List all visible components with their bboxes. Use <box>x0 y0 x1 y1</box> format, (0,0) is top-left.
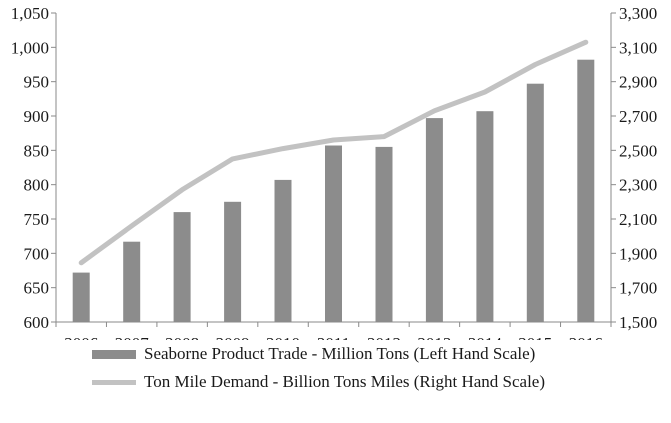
line-point-2014 <box>484 91 486 93</box>
left-tick-label: 650 <box>24 279 50 298</box>
line-point-2010 <box>282 148 284 150</box>
legend-item-ton-mile: Ton Mile Demand - Billion Tons Miles (Ri… <box>92 368 652 396</box>
line-point-2006 <box>80 262 82 264</box>
line-point-2012 <box>383 136 385 138</box>
right-tick-label: 2,300 <box>619 176 657 195</box>
bar-2010 <box>274 179 292 322</box>
x-tick-label: 2015 <box>518 334 552 340</box>
bar-2012 <box>375 146 393 322</box>
right-tick-label: 1,500 <box>619 313 657 332</box>
x-tick-label: 2007 <box>115 334 150 340</box>
bar-2008 <box>173 212 191 322</box>
right-tick-label: 2,500 <box>619 141 657 160</box>
line-point-2011 <box>333 139 334 141</box>
right-tick-label: 1,900 <box>619 244 657 263</box>
x-tick-label: 2008 <box>165 334 199 340</box>
right-tick-label: 3,100 <box>619 38 657 57</box>
x-tick-label: 2014 <box>468 334 503 340</box>
x-tick-label: 2016 <box>569 334 603 340</box>
bar-2007 <box>123 241 141 322</box>
x-tick-label: 2006 <box>64 334 98 340</box>
legend-item-product-trade: Seaborne Product Trade - Million Tons (L… <box>92 340 652 368</box>
left-tick-label: 700 <box>24 244 50 263</box>
bar-2016 <box>577 59 595 322</box>
axes-layer <box>51 12 616 327</box>
bar-2011 <box>325 145 342 322</box>
x-tick-label: 2013 <box>417 334 451 340</box>
combo-chart: 600 650 700 750 800 850 900 950 1,000 1,050 1,500 1… <box>11 4 658 340</box>
line-point-2015 <box>534 64 536 65</box>
legend-label-product-trade: Seaborne Product Trade - Million Tons (L… <box>144 344 536 363</box>
left-tick-label: 950 <box>24 73 50 92</box>
right-tick-label: 2,900 <box>619 73 657 92</box>
line-point-2013 <box>433 110 435 112</box>
right-tick-label: 2,100 <box>619 210 657 229</box>
line-point-2008 <box>181 189 183 191</box>
left-tick-label: 800 <box>24 176 50 195</box>
legend-label-ton-mile: Ton Mile Demand - Billion Tons Miles (Ri… <box>144 372 546 391</box>
right-tick-label: 2,700 <box>619 107 657 126</box>
legend-bar-swatch <box>92 349 136 359</box>
x-tick-label: 2012 <box>367 334 401 340</box>
left-tick-label: 1,050 <box>11 4 49 23</box>
bar-2015 <box>526 83 544 322</box>
bar-2013 <box>425 118 443 322</box>
chart-legend: Seaborne Product Trade - Million Tons (L… <box>92 340 652 396</box>
labels-layer: 600 650 700 750 800 850 900 950 1,000 1,050 1,500 1… <box>11 4 658 340</box>
x-tick-label: 2010 <box>266 334 300 340</box>
bars-layer <box>72 59 595 322</box>
right-tick-label: 1,700 <box>619 279 657 298</box>
left-tick-label: 1,000 <box>11 38 49 57</box>
line-point-2007 <box>131 225 133 227</box>
left-tick-label: 850 <box>24 141 50 160</box>
legend-line-swatch <box>92 379 136 385</box>
bar-2014 <box>476 111 494 322</box>
left-tick-label: 900 <box>24 107 50 126</box>
x-tick-label: 2011 <box>317 334 350 340</box>
bar-2009 <box>224 201 242 322</box>
bar-2006 <box>72 272 90 322</box>
line-point-2009 <box>232 158 234 160</box>
line-point-2016 <box>585 41 587 43</box>
right-tick-label: 3,300 <box>619 4 657 23</box>
line-layer <box>78 39 589 266</box>
x-tick-label: 2009 <box>216 334 250 340</box>
left-tick-label: 750 <box>24 210 50 229</box>
left-tick-label: 600 <box>24 313 50 332</box>
